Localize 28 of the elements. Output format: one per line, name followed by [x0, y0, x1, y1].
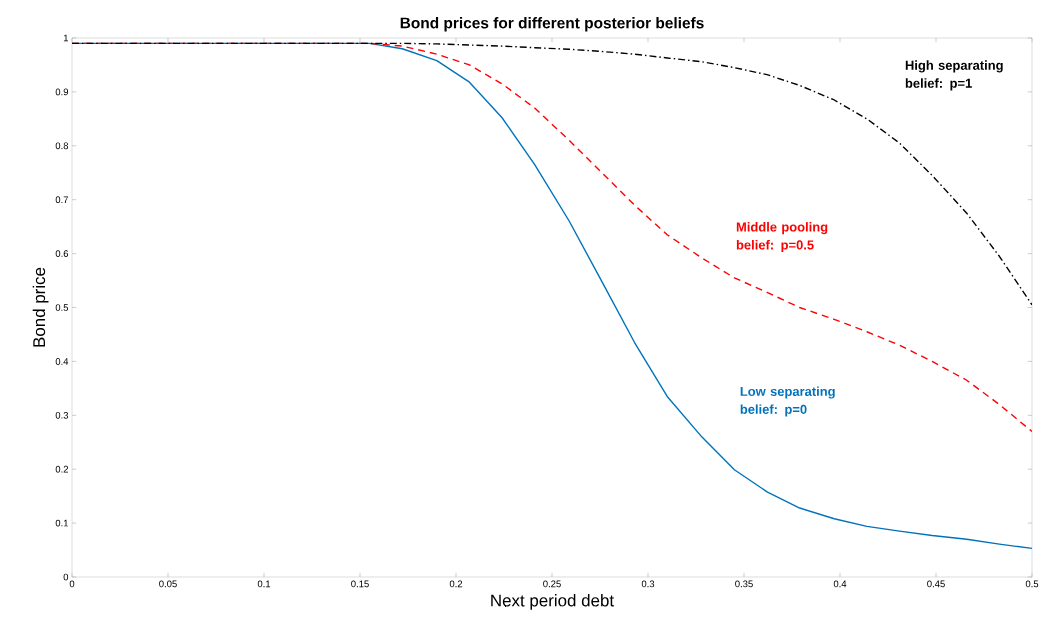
- y-tick-label: 0: [63, 573, 69, 581]
- y-tick-label: 0.3: [55, 411, 69, 419]
- x-tick-label: 0: [69, 580, 75, 588]
- y-axis-title: Bond price: [32, 267, 49, 347]
- y-tick-label: 0.8: [55, 142, 69, 150]
- x-tick-label: 0.05: [159, 580, 177, 588]
- y-tick-label: 0.2: [55, 465, 69, 473]
- y-tick-label: 0.6: [55, 250, 69, 257]
- x-tick-label: 0.45: [927, 580, 945, 588]
- x-tick-label: 0.1: [257, 580, 271, 588]
- y-tick-label: 1: [63, 34, 69, 42]
- text: High separating belief: p=1: [905, 60, 1003, 91]
- x-tick-label: 0.25: [543, 580, 561, 588]
- x-tick-label: 0.15: [351, 580, 369, 588]
- x-axis-title: Next period debt: [491, 594, 614, 610]
- y-tick-label: 0.1: [55, 519, 69, 527]
- y-tick-label: 0.5: [55, 304, 69, 311]
- y-tick-label: 0.9: [55, 88, 69, 96]
- chart-title: Bond prices for different posterior beliefs: [400, 17, 704, 32]
- x-tick-label: 0.5: [1025, 580, 1039, 588]
- x-tick-label: 0.4: [833, 580, 847, 588]
- x-tick-label: 0.2: [449, 580, 463, 588]
- y-tick-label: 0.4: [55, 358, 69, 365]
- text: Low separating belief: p=0: [740, 386, 835, 417]
- series-label: Middle pooling belief: p=0.5: [736, 222, 828, 253]
- y-tick-label: 0.7: [55, 196, 69, 204]
- x-tick-label: 0.3: [641, 580, 655, 588]
- x-tick-label: 0.35: [735, 580, 753, 588]
